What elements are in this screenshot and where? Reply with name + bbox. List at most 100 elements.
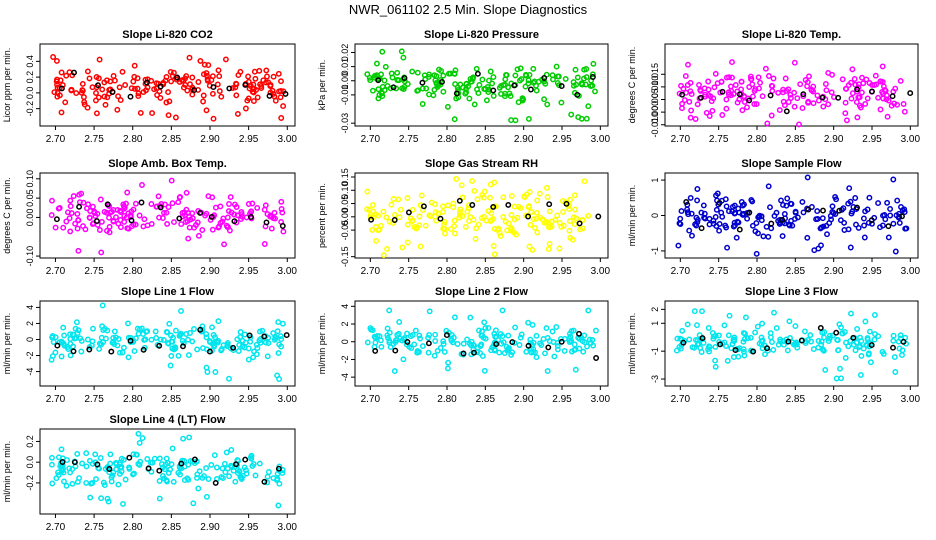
data-point <box>487 194 493 201</box>
data-point <box>136 326 143 333</box>
data-point <box>264 73 270 80</box>
x-tick-label: 3.00 <box>591 394 611 405</box>
data-point <box>843 85 850 92</box>
y-tick-label: 0.02 <box>340 44 350 62</box>
data-point <box>835 347 842 354</box>
data-point <box>767 330 774 337</box>
data-point <box>58 109 65 116</box>
reference-series <box>372 330 600 361</box>
data-point <box>219 218 226 225</box>
data-point <box>128 85 135 92</box>
data-point <box>462 223 469 230</box>
reference-point <box>140 346 147 353</box>
data-point <box>572 206 579 213</box>
x-tick-label: 2.90 <box>200 394 220 405</box>
data-point <box>400 54 407 61</box>
data-point <box>100 479 107 486</box>
data-point <box>86 214 93 221</box>
data-point <box>178 221 185 228</box>
data-point <box>780 89 786 96</box>
data-point <box>230 467 237 474</box>
reference-point <box>854 86 861 93</box>
data-point <box>440 88 447 95</box>
data-point <box>566 206 573 213</box>
data-point <box>89 203 96 210</box>
data-point <box>551 353 558 360</box>
x-tick-label: 3.00 <box>591 266 611 277</box>
data-point <box>553 63 560 70</box>
reference-point <box>900 338 907 345</box>
x-tick-label: 2.80 <box>123 522 143 533</box>
reference-point <box>156 342 163 349</box>
data-point <box>226 473 233 480</box>
data-point <box>189 338 196 345</box>
reference-point <box>263 219 270 226</box>
data-point <box>371 72 378 79</box>
x-tick-label: 3.00 <box>901 266 921 277</box>
data-point <box>253 351 260 358</box>
data-point <box>566 227 573 234</box>
data-point <box>736 96 743 103</box>
data-point <box>156 214 163 221</box>
x-tick-label: 2.95 <box>552 134 572 145</box>
data-point <box>523 348 530 355</box>
reference-point <box>390 84 397 91</box>
chart-title: Slope Li-820 Temp. <box>742 29 841 41</box>
data-point <box>118 455 125 462</box>
data-point <box>265 340 272 347</box>
data-point <box>512 72 519 79</box>
reference-point <box>545 344 552 351</box>
data-point <box>770 75 777 82</box>
data-point <box>848 95 855 102</box>
data-point <box>514 214 521 221</box>
data-point <box>846 185 853 192</box>
reference-point <box>368 216 375 223</box>
data-point <box>837 217 844 224</box>
data-point <box>703 109 710 116</box>
reference-point <box>138 199 145 206</box>
reference-point <box>460 350 467 357</box>
data-point <box>848 79 854 86</box>
data-point <box>67 340 74 347</box>
data-point <box>716 220 723 227</box>
data-point <box>67 352 74 359</box>
data-point <box>131 348 138 355</box>
data-point <box>400 356 407 363</box>
data-point <box>686 98 693 105</box>
reference-point <box>493 341 500 348</box>
data-point <box>163 99 170 106</box>
data-point <box>545 246 552 253</box>
data-point <box>880 350 887 357</box>
data-point <box>570 327 577 334</box>
data-point <box>566 218 573 225</box>
data-point <box>201 473 207 480</box>
data-point <box>792 323 799 330</box>
data-point <box>117 97 124 104</box>
data-series <box>673 308 910 382</box>
data-point <box>769 83 776 90</box>
data-point <box>749 222 756 229</box>
data-point <box>161 201 168 208</box>
data-point <box>730 354 737 361</box>
data-point <box>537 340 543 347</box>
data-point <box>841 328 848 335</box>
reference-point <box>401 75 408 82</box>
data-point <box>559 197 566 204</box>
data-point <box>867 359 874 366</box>
reference-point <box>372 347 379 354</box>
y-axis-label: Licor ppm per min. <box>2 48 12 123</box>
data-point <box>166 320 173 327</box>
data-point <box>768 112 775 119</box>
data-point <box>764 120 771 127</box>
reference-point <box>242 456 249 463</box>
data-point <box>549 328 556 335</box>
data-point <box>278 198 285 205</box>
data-point <box>522 71 529 78</box>
data-point <box>440 72 447 79</box>
data-point <box>275 70 282 77</box>
data-point <box>496 84 503 91</box>
data-point <box>556 219 563 226</box>
data-point <box>706 343 712 350</box>
data-point <box>423 85 430 92</box>
reference-point <box>210 84 217 91</box>
